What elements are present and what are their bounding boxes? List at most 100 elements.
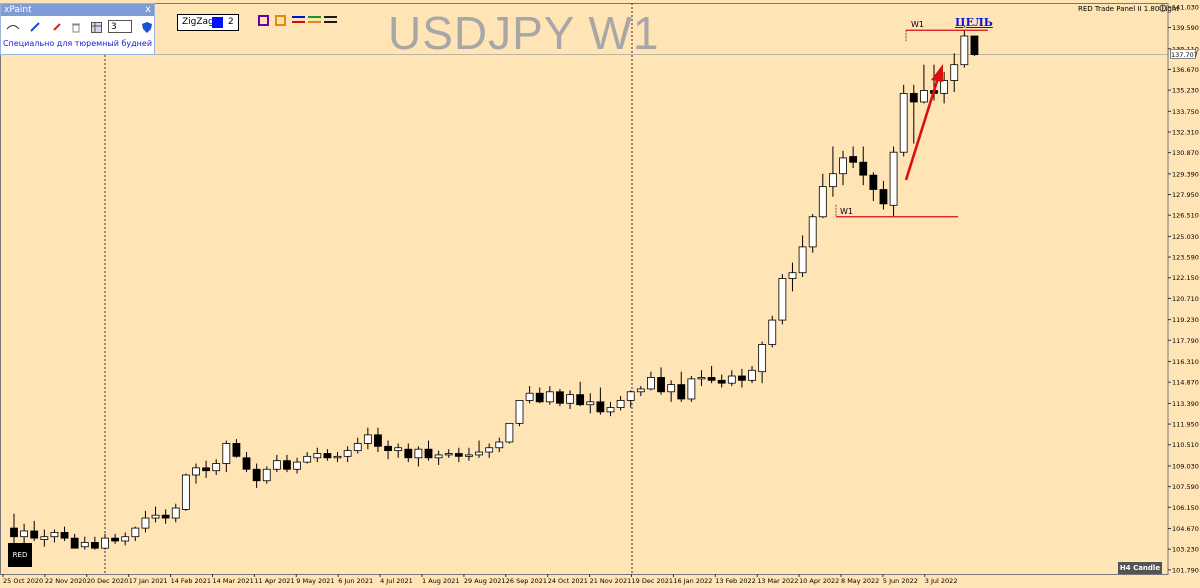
candle-body: [889, 151, 898, 206]
candle-body: [313, 453, 322, 459]
x-tick-label: 6 Jun 2021: [338, 577, 373, 585]
trash-icon[interactable]: [69, 20, 83, 34]
candle: [879, 180, 888, 210]
candle-body: [545, 391, 554, 403]
candle: [808, 213, 817, 253]
shield-icon[interactable]: [140, 20, 154, 34]
y-tick-label: 114.870: [1172, 379, 1199, 387]
brush-tool-icon[interactable]: [50, 20, 64, 34]
line-orange-icon[interactable]: [308, 21, 321, 23]
candle: [545, 386, 554, 405]
candle: [616, 396, 625, 411]
x-tick-label: 11 Apr 2021: [254, 577, 294, 585]
candle-body: [374, 434, 382, 447]
x-tick-label: 14 Feb 2021: [171, 577, 211, 585]
candle-body: [90, 542, 99, 549]
candle: [485, 443, 494, 458]
candle-body: [70, 537, 79, 549]
candle: [313, 447, 322, 463]
candle-body: [333, 455, 342, 459]
line-black-2-icon[interactable]: [324, 21, 337, 23]
candle: [111, 533, 119, 544]
zigzag-control[interactable]: ZigZag 2: [177, 14, 239, 31]
candle: [192, 463, 200, 484]
x-tick-label: 17 Jan 2021: [129, 577, 168, 585]
candle-body: [50, 531, 59, 538]
candle-body: [293, 461, 301, 470]
candle-body: [788, 272, 797, 279]
candle: [606, 401, 615, 417]
candle-body: [727, 375, 736, 384]
candle-body: [525, 392, 534, 401]
candle-body: [940, 80, 949, 94]
line-green-icon[interactable]: [308, 16, 321, 18]
candle-body: [101, 537, 109, 549]
candle: [414, 446, 423, 467]
candle: [475, 440, 483, 458]
candle: [293, 457, 301, 474]
y-tick-label: 126.510: [1172, 212, 1199, 220]
line-red-icon[interactable]: [292, 21, 305, 23]
candle: [50, 529, 59, 543]
y-tick-label: 104.670: [1172, 525, 1199, 533]
candle: [495, 437, 504, 453]
candle-body: [444, 453, 453, 456]
candle: [869, 172, 878, 201]
candle: [232, 439, 241, 458]
grid-tool-icon[interactable]: [89, 20, 103, 34]
x-tick-label: 22 Nov 2020: [45, 577, 87, 585]
candle-body: [758, 344, 767, 373]
candle: [859, 146, 868, 186]
candle: [454, 447, 463, 463]
x-tick-label: 20 Dec 2020: [87, 577, 129, 585]
candle-body: [353, 443, 362, 452]
candle-body: [60, 531, 69, 539]
pen-tool-icon[interactable]: [28, 20, 42, 34]
xpaint-toolbar: 3: [1, 16, 154, 38]
y-tick-label: 111.950: [1172, 421, 1199, 429]
candle-body: [717, 379, 726, 384]
zigzag-label: ZigZag: [182, 17, 214, 27]
candle-body: [192, 467, 200, 476]
curve-tool-icon[interactable]: [6, 20, 20, 34]
candle-body: [859, 161, 868, 176]
x-tick-label: 24 Oct 2021: [548, 577, 588, 585]
h4-candle-badge[interactable]: H4 Candle: [1118, 562, 1162, 574]
candle: [970, 35, 979, 57]
x-tick-label: 13 Mar 2022: [757, 577, 798, 585]
y-tick-label: 135.230: [1172, 87, 1199, 95]
candle: [394, 443, 403, 458]
zigzag-color-swatch[interactable]: [212, 17, 223, 28]
line-blue-icon[interactable]: [292, 16, 305, 18]
candle: [920, 64, 928, 104]
candle-body: [414, 448, 423, 459]
candle: [586, 393, 595, 414]
rectangle-orange-icon[interactable]: [275, 15, 286, 26]
candle: [363, 427, 372, 450]
candle: [758, 341, 767, 384]
y-tick-label: 130.870: [1172, 149, 1199, 157]
candle: [748, 365, 756, 384]
candle-body: [232, 443, 241, 457]
xpaint-panel[interactable]: xPaint x 3 Специально для тюремный будне…: [0, 3, 155, 55]
close-icon[interactable]: x: [145, 4, 151, 15]
candle-body: [505, 422, 514, 443]
candles: [10, 30, 979, 550]
candle-body: [515, 400, 524, 424]
candle: [60, 526, 69, 542]
candle-body: [738, 375, 746, 381]
gear-icon[interactable]: ⚙: [1158, 2, 1168, 15]
candle: [707, 365, 716, 384]
candle: [262, 466, 271, 484]
candle: [343, 446, 352, 463]
candle-body: [950, 64, 959, 81]
line-black-icon[interactable]: [324, 16, 337, 18]
candle: [141, 510, 150, 533]
line-width-input[interactable]: 3: [108, 20, 132, 33]
xpaint-titlebar[interactable]: xPaint x: [1, 4, 154, 16]
candle-body: [647, 377, 655, 390]
x-tick-label: 21 Nov 2021: [590, 577, 632, 585]
rectangle-purple-icon[interactable]: [258, 15, 269, 26]
x-tick-label: 26 Sep 2021: [506, 577, 547, 585]
